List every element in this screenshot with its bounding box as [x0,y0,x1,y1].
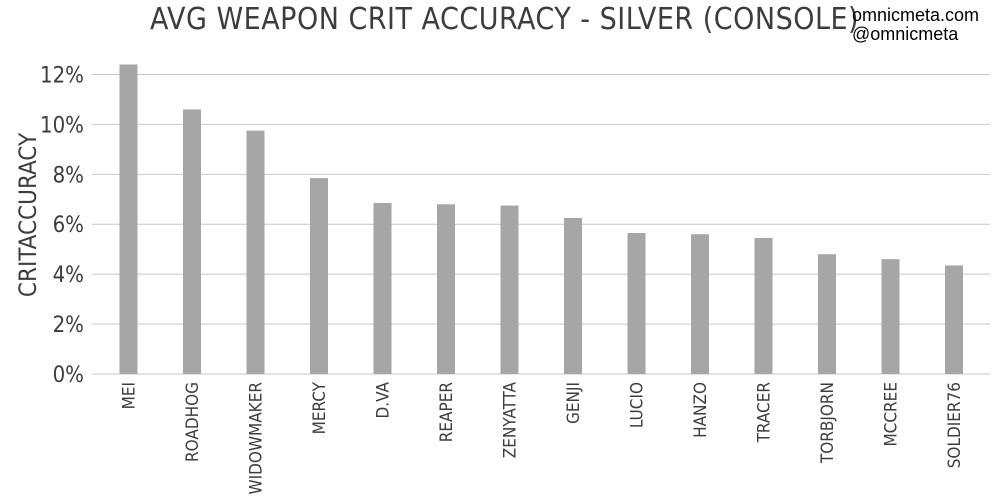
bar-reaper [437,204,455,374]
bar-mei [119,64,138,374]
y-tick-label: 4% [53,263,84,288]
x-tick-label: D.VA [374,381,394,418]
y-tick-label: 10% [40,113,84,138]
bar-torbjorn [818,254,836,374]
x-axis-ticks: MEI ROADHOG WIDOWMAKER MERCY D.VA REAPER ZENYA… [120,381,966,494]
bar-widowmaker [246,130,265,374]
x-tick-label: MCCREE [882,382,902,447]
chart-title: AVG WEAPON CRIT ACCURACY - SILVER (CONSO… [150,2,860,37]
x-tick-label: TRACER [755,382,775,444]
y-axis-ticks: 0% 2% 4% 6% 8% 10% 12% [40,63,84,388]
bar-soldier76 [945,265,963,374]
bar-lucio [627,232,646,374]
bars [119,64,963,374]
bar-hanzo [691,234,709,374]
y-tick-label: 12% [40,63,84,88]
y-tick-label: 8% [53,163,84,188]
bar-d-va [373,203,392,374]
bar-roadhog [183,109,201,374]
x-tick-label: MEI [120,382,140,409]
x-tick-label: SOLDIER76 [945,382,965,468]
y-axis-label: CRITACCURACY [14,132,42,297]
x-tick-label: HANZO [691,382,711,438]
credit-site: omnicmeta.com [852,5,980,25]
gridlines [92,73,990,375]
y-tick-label: 0% [53,363,84,388]
x-tick-label: MERCY [310,381,330,434]
bar-mercy [310,178,328,374]
x-tick-label: ZENYATTA [501,381,521,458]
x-tick-label: GENJI [564,382,584,424]
bar-zenyatta [500,205,519,374]
x-tick-label: ROADHOG [183,382,203,462]
bar-tracer [754,237,773,374]
y-tick-label: 2% [53,313,84,338]
x-tick-label: REAPER [437,382,457,443]
x-tick-label: LUCIO [628,382,648,428]
x-tick-label: WIDOWMAKER [247,382,267,495]
y-tick-label: 6% [53,213,84,238]
bar-mccree [881,259,900,374]
bar-genji [564,218,582,374]
credit-handle: @omnicmeta [852,24,959,44]
x-tick-label: TORBJORN [818,382,838,464]
